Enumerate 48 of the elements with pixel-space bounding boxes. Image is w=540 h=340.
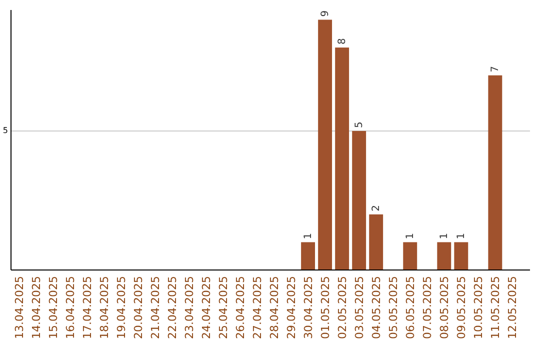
data-label: 1 [456,232,468,240]
x-tick-label: 14.04.2025 [30,276,43,339]
x-tick-label: 20.04.2025 [132,276,145,339]
x-tick-label: 08.05.2025 [438,276,452,339]
x-tick-label: 03.05.2025 [353,276,366,339]
bar [369,214,384,270]
x-tick-label: 21.04.2025 [148,276,162,339]
x-tick-label: 12.05.2025 [506,276,520,339]
x-tick-label: 04.05.2025 [370,276,384,339]
x-tick-label: 10.05.2025 [472,276,486,339]
x-tick-label: 06.05.2025 [404,276,418,339]
x-tick-label: 13.04.2025 [12,276,26,339]
bar [437,242,452,270]
x-tick-label: 25.04.2025 [216,276,230,339]
data-label: 1 [439,232,450,240]
x-tick-label: 29.04.2025 [285,276,298,339]
x-tick-label: 19.04.2025 [114,276,128,339]
x-tick-label: 16.04.2025 [64,276,77,339]
x-tick-label: 30.04.2025 [302,276,316,339]
bar [488,75,502,270]
x-tick-label: 17.04.2025 [80,276,94,339]
x-tick-label: 07.05.2025 [421,276,434,339]
x-tick-label: 02.05.2025 [336,276,350,339]
x-tick-label: 18.04.2025 [98,276,111,339]
x-tick-label: 22.04.2025 [166,276,179,339]
data-label: 1 [303,232,314,240]
x-tick-label: 05.05.2025 [387,276,400,339]
x-tick-label: 26.04.2025 [234,276,247,339]
bar [352,130,366,270]
data-label: 2 [371,205,382,212]
x-tick-label: 15.04.2025 [46,276,60,339]
x-tick-label: 09.05.2025 [455,276,468,339]
data-label: 8 [337,38,348,45]
x-tick-label: 23.04.2025 [182,276,196,339]
x-tick-label: 11.05.2025 [489,276,502,339]
data-label: 5 [354,122,366,128]
bar [335,48,350,270]
x-tick-label: 24.04.2025 [200,276,213,339]
bar [318,20,332,270]
x-tick-label: 01.05.2025 [319,276,332,339]
x-tick-label: 27.04.2025 [250,276,264,339]
data-label: 1 [405,232,416,240]
data-label: 9 [320,10,332,17]
x-tick-label: 28.04.2025 [268,276,282,339]
bar [301,242,316,270]
bar [403,242,418,270]
bar [454,242,468,270]
data-label: 7 [490,66,502,72]
